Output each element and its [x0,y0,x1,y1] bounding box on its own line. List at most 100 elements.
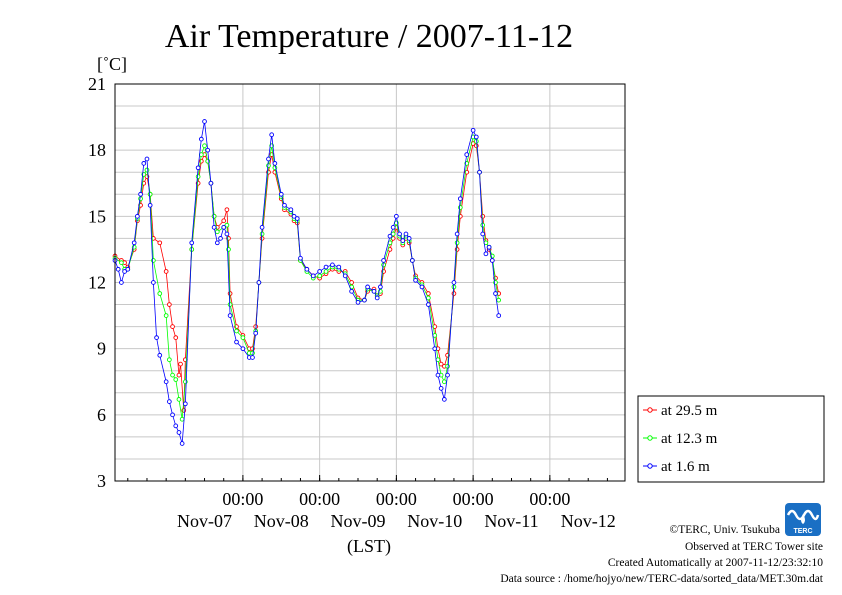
data-point [211,225,217,230]
series-0 [112,141,502,413]
credits: ©TERC, Univ. Tsukuba Observed at TERC To… [500,524,823,585]
legend: at 29.5 m at 12.3 m at 1.6 m [637,395,825,483]
data-point [445,363,450,369]
data-point [170,324,175,329]
data-point [119,260,124,265]
y-tick-label: 12 [88,273,106,293]
legend-label: at 29.5 m [661,403,718,419]
x-date-label: Nov-07 [177,511,232,531]
x-date-label: Nov-10 [407,511,462,531]
created-text: Created Automatically at 2007-11-12/23:3… [608,557,823,569]
data-point [138,196,143,202]
data-point [493,291,498,296]
data-point [163,269,169,274]
terc-logo-text: TERC [793,528,812,535]
data-point [432,346,438,352]
data-point [115,266,121,272]
data-point [176,372,182,378]
data-point [441,379,447,385]
data-point [317,269,322,274]
data-point [170,372,175,378]
data-point [400,238,406,243]
data-point [266,163,271,168]
data-point [451,291,457,296]
data-point [413,277,418,283]
x-axis-label: (LST) [347,536,391,557]
data-point [135,213,140,219]
x-tick-label: 00:00 [453,489,494,509]
data-point [173,335,179,340]
x-date-label: Nov-09 [331,511,386,531]
data-point [151,280,156,285]
data-point [195,165,201,171]
data-point [349,288,354,294]
data-point [224,222,230,228]
data-point [182,401,188,407]
x-tick-label: 00:00 [529,489,570,509]
y-tick-label: 21 [88,74,106,94]
data-point [221,218,227,224]
data-point [211,213,217,219]
copyright-text: ©TERC, Univ. Tsukuba [670,524,780,536]
x-date-label: Nov-12 [561,511,616,531]
y-axis-unit-label: [˚C] [97,54,127,74]
data-point [131,240,137,246]
y-axis-ticks: 3 6 9 12 15 18 21 [88,74,106,491]
y-tick-label: 9 [97,339,106,359]
data-point [205,147,211,153]
data-point [390,231,396,237]
data-point [410,258,415,263]
data-point [378,284,383,290]
data-point [167,302,172,307]
data-point [457,205,463,210]
data-point [182,379,188,385]
data-point [310,273,316,279]
data-point [240,346,246,352]
data-point [167,357,172,363]
data-point [473,134,479,140]
data-point [167,399,172,404]
grid [115,84,625,481]
data-point [227,313,233,318]
data-point [176,430,182,435]
data-point [157,352,163,358]
data-point [486,244,492,250]
data-point [269,132,275,138]
data-point [445,372,450,378]
data-point [362,297,367,303]
data-point [163,313,169,318]
data-point [291,213,297,219]
data-point [317,273,322,279]
data-source-text: Data source : /home/hojyo/new/TERC-data/… [500,573,823,585]
data-point [390,225,396,230]
data-point [178,361,183,367]
series-2 [112,119,502,446]
data-point [298,255,303,261]
data-point [214,240,220,246]
data-point [234,328,239,334]
data-point [288,207,294,213]
observed-text: Observed at TERC Tower site [685,541,823,553]
data-point [250,355,255,360]
data-point [144,167,150,173]
data-point [464,152,470,157]
terc-logo: TERC [785,503,821,536]
data-point [163,379,169,385]
x-tick-label: 00:00 [299,489,340,509]
data-point [202,143,207,149]
data-point [387,233,393,239]
legend-label: at 12.3 m [661,431,718,447]
data-point [483,251,489,257]
data-point [435,372,441,378]
data-point [294,216,300,221]
data-point [470,127,476,133]
data-point [397,231,402,237]
data-point [214,229,220,235]
data-point [371,288,377,294]
series-group [112,119,502,446]
data-point [426,302,431,307]
data-point [189,240,195,246]
legend-box [637,395,825,483]
data-point [403,231,409,237]
